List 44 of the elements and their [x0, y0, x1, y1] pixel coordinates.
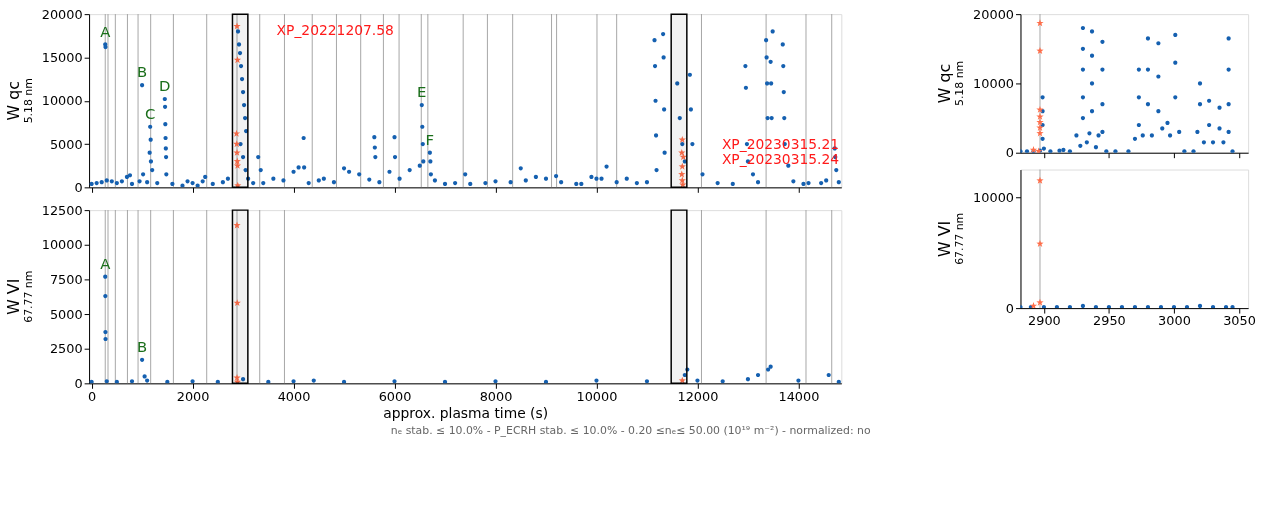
- y-tick-label: 2500: [49, 341, 83, 357]
- y-tick-label: 0: [74, 179, 83, 195]
- y-axis-title: W qc5.18 nm: [3, 78, 35, 124]
- y-tick-label: 5000: [49, 136, 83, 152]
- x-tick-label: 2900: [1028, 313, 1061, 329]
- y-tick-label: 0: [1005, 145, 1015, 161]
- annotation: B: [137, 63, 148, 81]
- x-tick-label: 0: [88, 388, 97, 404]
- annotation: E: [417, 83, 427, 101]
- x-tick-label: 2000: [176, 388, 210, 404]
- y-tick-label: 15000: [41, 49, 83, 65]
- x-tick-label: 6000: [378, 388, 412, 404]
- y-tick-label: 10000: [973, 189, 1015, 205]
- y-tick-label: 10000: [41, 93, 83, 109]
- y-tick-label: 7500: [49, 271, 83, 287]
- annotation: B: [137, 337, 148, 355]
- x-tick-label: 3000: [1158, 313, 1191, 329]
- y-tick-label: 0: [1005, 300, 1015, 316]
- annotation: XP_20230315.21 XP_20230315.24: [721, 135, 840, 168]
- annotation: F: [425, 130, 435, 148]
- y-tick-label: 12500: [41, 202, 83, 218]
- y-tick-label: 5000: [49, 306, 83, 322]
- x-tick-label: 3050: [1223, 313, 1256, 329]
- x-tick-label: 12000: [677, 388, 719, 404]
- annotation: A: [100, 254, 112, 272]
- x-tick-label: 8000: [479, 388, 513, 404]
- text: nₑ stab. ≤ 10.0% - P_ECRH stab. ≤ 10.0% - 0.20 ≤nₑ≤ 50.00 (10¹⁹ m⁻²) - normalized: no: [390, 424, 871, 438]
- y-tick-label: 10000: [41, 237, 83, 253]
- y-tick-label: 20000: [973, 6, 1015, 22]
- x-axis-title: approx. plasma time (s): [383, 405, 549, 422]
- x-tick-label: 10000: [576, 388, 618, 404]
- annotation: A: [100, 22, 112, 40]
- annotation: XP_20221207.58: [276, 22, 394, 39]
- y-tick-label: 10000: [973, 75, 1015, 91]
- x-tick-label: 14000: [778, 388, 820, 404]
- y-tick-label: 20000: [41, 6, 83, 22]
- y-axis-title: W VI67.77 nm: [935, 212, 967, 265]
- x-tick-label: 2950: [1093, 313, 1126, 329]
- x-tick-label: 4000: [277, 388, 311, 404]
- y-axis-title: W qc5.18 nm: [935, 60, 967, 107]
- annotation: D: [159, 77, 171, 95]
- y-tick-label: 0: [74, 375, 83, 391]
- y-axis-title: W VI67.77 nm: [3, 270, 35, 323]
- annotation: C: [144, 104, 156, 122]
